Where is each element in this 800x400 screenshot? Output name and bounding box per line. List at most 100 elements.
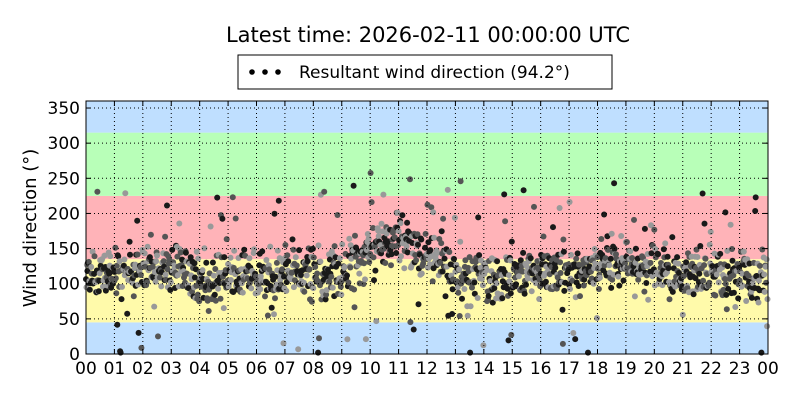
data-point [201, 245, 208, 252]
data-point [141, 250, 148, 257]
data-point [764, 323, 771, 330]
data-point [422, 230, 429, 237]
data-point [749, 280, 756, 287]
data-point [641, 288, 648, 295]
x-tick-label: 10 [359, 359, 381, 379]
data-point [437, 259, 444, 266]
data-point [580, 282, 587, 289]
data-point [251, 246, 258, 253]
data-point [752, 208, 759, 214]
data-point [271, 311, 277, 318]
data-point [372, 267, 379, 274]
data-point [394, 209, 401, 216]
data-point [655, 251, 662, 258]
data-point [758, 349, 765, 356]
data-point [456, 266, 463, 273]
data-point [341, 264, 348, 270]
x-tick-label: 09 [331, 359, 353, 379]
data-point [362, 336, 369, 343]
data-point [761, 271, 768, 278]
data-point [755, 299, 762, 306]
data-point [712, 292, 719, 299]
data-point [550, 224, 556, 231]
x-tick-label: 19 [615, 359, 637, 379]
data-point [407, 176, 413, 183]
data-point [366, 259, 373, 266]
x-tick-label: 00 [75, 359, 97, 379]
data-point [162, 233, 169, 240]
direction-band [86, 101, 768, 133]
data-point [229, 194, 236, 201]
data-point [729, 246, 735, 252]
data-point [344, 336, 351, 343]
data-point [127, 251, 133, 258]
x-tick-label: 11 [388, 359, 410, 379]
data-point [303, 272, 310, 279]
data-point [227, 254, 234, 261]
data-point [174, 272, 181, 279]
data-point [407, 319, 414, 326]
data-point [378, 220, 385, 227]
data-points [83, 170, 771, 356]
y-tick-label: 200 [48, 204, 80, 224]
data-point [153, 258, 160, 265]
data-point [331, 243, 338, 250]
data-point [428, 204, 435, 211]
data-point [519, 268, 526, 275]
data-point [501, 191, 508, 198]
data-point [430, 209, 437, 216]
x-axis-ticks: 00 01 02 03 04 05 06 07 08 09 10 11 12 13 14 15 16 17 18 19… [75, 101, 779, 379]
data-point [195, 255, 202, 262]
data-point [220, 305, 227, 312]
data-point [572, 336, 579, 343]
data-point [762, 263, 769, 270]
data-point [438, 228, 445, 235]
data-point [155, 333, 161, 340]
data-point [308, 298, 315, 305]
data-point [648, 250, 655, 257]
data-point [310, 285, 317, 292]
data-point [248, 285, 255, 292]
data-point [520, 187, 527, 194]
grid-lines [86, 101, 768, 354]
data-point [264, 312, 271, 319]
data-point [371, 243, 378, 250]
data-point [351, 286, 358, 293]
data-point [121, 256, 128, 263]
data-point [391, 234, 398, 241]
data-point [745, 272, 752, 279]
data-point [194, 291, 201, 298]
data-point [674, 254, 681, 261]
data-point [404, 249, 411, 256]
data-point [86, 286, 93, 293]
data-point [106, 270, 113, 277]
legend: Resultant wind direction (94.2°) [237, 54, 613, 90]
data-point [347, 264, 354, 271]
data-point [608, 284, 615, 291]
data-point [94, 188, 101, 195]
data-point [756, 277, 762, 284]
legend-marker-dot [275, 69, 281, 75]
y-tick-label: 250 [48, 169, 80, 189]
data-point [515, 273, 522, 280]
data-point [337, 283, 344, 290]
data-point [346, 235, 353, 242]
data-point [314, 270, 321, 277]
data-point [697, 243, 704, 249]
data-point [618, 233, 625, 239]
data-point [623, 239, 630, 245]
data-point [393, 250, 400, 256]
data-point [91, 253, 98, 260]
data-point [713, 271, 720, 278]
data-point [575, 283, 582, 289]
data-point [540, 233, 547, 240]
data-point [146, 254, 153, 261]
data-point [449, 311, 456, 317]
data-point [517, 257, 524, 264]
data-point [627, 248, 634, 255]
data-point [360, 281, 367, 287]
data-point [457, 238, 464, 245]
data-point [290, 284, 297, 291]
data-point [524, 275, 531, 282]
x-tick-label: 13 [445, 359, 467, 379]
